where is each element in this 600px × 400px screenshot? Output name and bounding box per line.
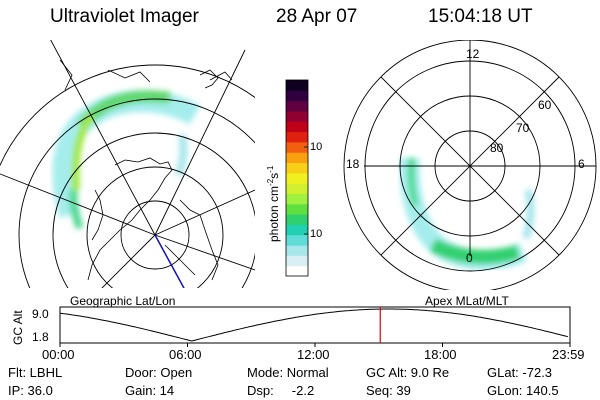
mlat-label-80: 80 <box>490 141 504 155</box>
geographic-panel-label: Geographic Lat/Lon <box>70 294 176 308</box>
seq-status: Seq: 39 <box>366 383 411 398</box>
timeline-frame <box>59 306 571 344</box>
y-tick-9: 9.0 <box>32 307 49 321</box>
door-status: Door: Open <box>125 365 193 380</box>
colorbar-segment <box>286 110 308 122</box>
mode-status: Mode: Normal <box>247 365 329 380</box>
colorbar: 100 10 photon cm-2s-1 <box>266 79 322 277</box>
geographic-map <box>0 40 255 288</box>
colorbar-segment <box>286 265 308 277</box>
colorbar-segment <box>286 90 308 102</box>
x-tick-1800: 18:00 <box>424 347 457 362</box>
colorbar-segment <box>286 152 308 164</box>
latitude-circles <box>0 64 255 288</box>
colorbar-unit-label: photon cm-2s-1 <box>266 165 281 242</box>
instrument-title: Ultraviolet Imager <box>50 6 199 27</box>
glon-status: GLon: 140.5 <box>487 383 559 398</box>
mlt-label-6: 6 <box>578 157 585 171</box>
mlat-label-60: 60 <box>538 98 552 112</box>
colorbar-segment <box>286 255 308 267</box>
aurora-oval-mlt <box>399 157 535 271</box>
colorbar-segment <box>286 80 308 91</box>
time-label: 15:04:18 UT <box>428 6 533 27</box>
aurora-oval-geo <box>52 90 201 230</box>
x-tick-0000: 00:00 <box>42 347 75 362</box>
colorbar-segment <box>286 131 308 143</box>
mlt-label-12: 12 <box>466 47 480 61</box>
mlt-label-18: 18 <box>346 157 360 171</box>
colorbar-segment <box>286 172 308 184</box>
colorbar-segment <box>286 203 308 215</box>
colorbar-tick-10: 10 <box>310 228 322 240</box>
orbit-altitude-plot: 9.0 1.8 GC Alt 00:00 06:00 12:00 18:00 2… <box>11 306 585 362</box>
x-tick-2359: 23:59 <box>552 347 585 362</box>
x-tick-1200: 12:00 <box>297 347 330 362</box>
colorbar-tick-100: 100 <box>310 141 322 153</box>
altitude-curve <box>59 308 569 342</box>
gc-alt-status: GC Alt: 9.0 Re <box>366 365 450 380</box>
colorbar-segment <box>286 141 308 153</box>
dsp-status: Dsp: -2.2 <box>247 383 315 398</box>
timeline-axis-label: GC Alt <box>11 310 25 345</box>
ip-status: IP: 36.0 <box>8 383 53 398</box>
x-tick-marks <box>59 343 571 347</box>
mlt-lines <box>364 40 596 256</box>
colorbar-segment <box>286 245 308 256</box>
date-label: 28 Apr 07 <box>276 6 358 27</box>
mlt-label-0: 0 <box>466 251 473 265</box>
coastlines <box>59 59 233 281</box>
colorbar-segment <box>286 100 308 112</box>
gain-status: Gain: 14 <box>125 383 175 398</box>
mlt-polar-plot: 12 18 6 0 60 70 80 <box>343 40 597 290</box>
colorbar-segment <box>286 121 308 133</box>
colorbar-segment <box>286 162 308 174</box>
flt-status: Flt: LBHL <box>8 365 63 380</box>
mlt-panel-label: Apex MLat/MLT <box>425 294 509 308</box>
colorbar-segment <box>286 214 308 225</box>
terminator-line <box>154 234 185 288</box>
colorbar-segment <box>286 193 308 205</box>
colorbar-segment <box>286 183 308 194</box>
mlat-label-70: 70 <box>516 121 530 135</box>
colorbar-strip <box>286 80 308 277</box>
y-tick-1-8: 1.8 <box>32 330 49 344</box>
glat-status: GLat: -72.3 <box>487 365 553 380</box>
colorbar-segment <box>286 224 308 236</box>
colorbar-segment <box>286 234 308 246</box>
x-tick-0600: 06:00 <box>169 347 202 362</box>
